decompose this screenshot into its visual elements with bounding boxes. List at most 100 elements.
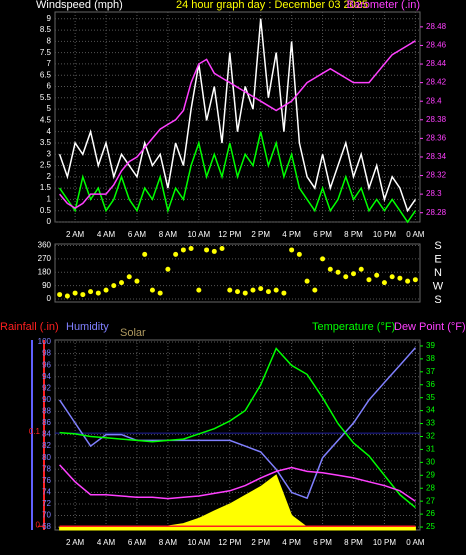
x-tick-label: 10 AM xyxy=(187,538,210,547)
direction-dot xyxy=(142,251,148,257)
direction-dot xyxy=(103,287,109,293)
direction-dot xyxy=(374,272,380,278)
direction-dot xyxy=(157,290,163,296)
y-tick-label: 6 xyxy=(47,82,52,91)
y-tick-label: 4 xyxy=(47,127,52,136)
y2-tick-label: 28.38 xyxy=(426,115,447,124)
y-tick-label: 360 xyxy=(38,241,52,250)
direction-dot xyxy=(327,266,333,272)
y-tick-label: 96 xyxy=(42,360,51,369)
compass-label: W xyxy=(433,280,444,292)
y-tick-label: 180 xyxy=(38,267,52,276)
y-tick-label: 7.5 xyxy=(40,48,52,57)
direction-dot xyxy=(397,275,403,281)
direction-dot xyxy=(235,289,240,295)
y2-tick-label: 28.32 xyxy=(426,171,447,180)
x-tick-label: 10 PM xyxy=(373,230,396,239)
direction-dot xyxy=(296,251,302,257)
y2-tick-label: 37 xyxy=(426,367,435,376)
y-tick-label: 2.5 xyxy=(40,161,52,170)
y-tick-label: 76 xyxy=(42,476,51,485)
x-tick-label: 4 AM xyxy=(97,538,116,547)
y2-tick-label: 29 xyxy=(426,470,435,479)
y-tick-label: 70 xyxy=(42,511,51,520)
axis-label: Windspeed (mph) xyxy=(36,0,123,11)
direction-dot xyxy=(204,247,210,253)
y2-tick-label: 27 xyxy=(426,496,435,505)
x-tick-label: 6 AM xyxy=(128,230,147,239)
y-tick-label: 4.5 xyxy=(40,115,52,124)
y2-tick-label: 35 xyxy=(426,393,435,402)
direction-dot xyxy=(57,292,63,298)
y2-tick-label: 28.48 xyxy=(426,22,447,31)
direction-dot xyxy=(188,245,194,251)
direction-dot xyxy=(350,271,356,277)
direction-dot xyxy=(165,266,171,272)
direction-dot xyxy=(219,245,225,251)
direction-dot xyxy=(72,290,78,296)
direction-dot xyxy=(88,289,94,295)
y2-tick-label: 28.44 xyxy=(426,59,447,68)
y2-tick-label: 39 xyxy=(426,341,435,350)
direction-dot xyxy=(281,290,287,296)
axis-label: Barometer (.in) xyxy=(347,0,420,11)
direction-dot xyxy=(366,277,372,283)
y-tick-label: 270 xyxy=(38,254,52,263)
y2-tick-label: 33 xyxy=(426,419,435,428)
compass-label: S xyxy=(434,240,441,252)
x-tick-label: 0 AM xyxy=(406,230,425,239)
y-tick-label: 68 xyxy=(42,522,51,531)
solar-area xyxy=(59,474,416,531)
direction-dot xyxy=(343,274,349,280)
direction-dot xyxy=(64,293,70,299)
y-tick-label: 7 xyxy=(47,59,52,68)
y2-tick-label: 38 xyxy=(426,354,435,363)
direction-dot xyxy=(242,290,248,296)
y-tick-label: 98 xyxy=(42,349,51,358)
direction-dot xyxy=(149,287,155,293)
y-tick-label: 84 xyxy=(42,430,51,439)
x-tick-label: 2 PM xyxy=(251,230,270,239)
y-tick-label: 0 xyxy=(47,294,52,303)
y2-tick-label: 34 xyxy=(426,406,435,415)
x-tick-label: 4 AM xyxy=(97,230,116,239)
x-tick-label: 12 PM xyxy=(218,230,241,239)
x-tick-label: 8 PM xyxy=(344,538,363,547)
direction-dot xyxy=(273,287,279,293)
direction-dot xyxy=(335,269,341,275)
y2-tick-label: 28.42 xyxy=(426,78,447,87)
series-line xyxy=(58,131,417,224)
y-tick-label: 8 xyxy=(47,36,52,45)
direction-dot xyxy=(227,287,233,293)
direction-dot xyxy=(412,277,418,283)
series-line xyxy=(59,347,416,509)
y-tick-label: 5.5 xyxy=(40,93,52,102)
y-tick-label: 86 xyxy=(42,418,51,427)
y-tick-label: 3.5 xyxy=(40,138,52,147)
plot-area xyxy=(54,11,421,223)
y-tick-label: 80 xyxy=(42,453,51,462)
y2-tick-label: 28.4 xyxy=(426,96,442,105)
direction-dot xyxy=(304,278,310,284)
series-line xyxy=(59,464,416,502)
x-tick-label: 8 PM xyxy=(344,230,363,239)
direction-dot xyxy=(173,251,179,257)
x-tick-label: 6 PM xyxy=(313,230,332,239)
direction-dot xyxy=(258,286,264,292)
direction-dot xyxy=(126,274,132,280)
direction-dot xyxy=(312,287,318,293)
x-tick-label: 8 AM xyxy=(159,538,178,547)
y-tick-label: 82 xyxy=(42,441,51,450)
y2-tick-label: 28.36 xyxy=(426,133,447,142)
y-tick-label: 72 xyxy=(42,499,51,508)
x-tick-label: 2 AM xyxy=(66,538,85,547)
direction-dot xyxy=(180,247,186,253)
direction-dot xyxy=(405,278,411,284)
axis-label: Rainfall (.in) xyxy=(0,321,59,333)
x-tick-label: 6 AM xyxy=(128,538,147,547)
y-tick-label: 9 xyxy=(47,14,52,23)
series-line xyxy=(58,18,417,213)
y2-tick-label: 28.28 xyxy=(426,208,447,217)
direction-dot xyxy=(95,290,101,296)
direction-dot xyxy=(119,280,125,286)
